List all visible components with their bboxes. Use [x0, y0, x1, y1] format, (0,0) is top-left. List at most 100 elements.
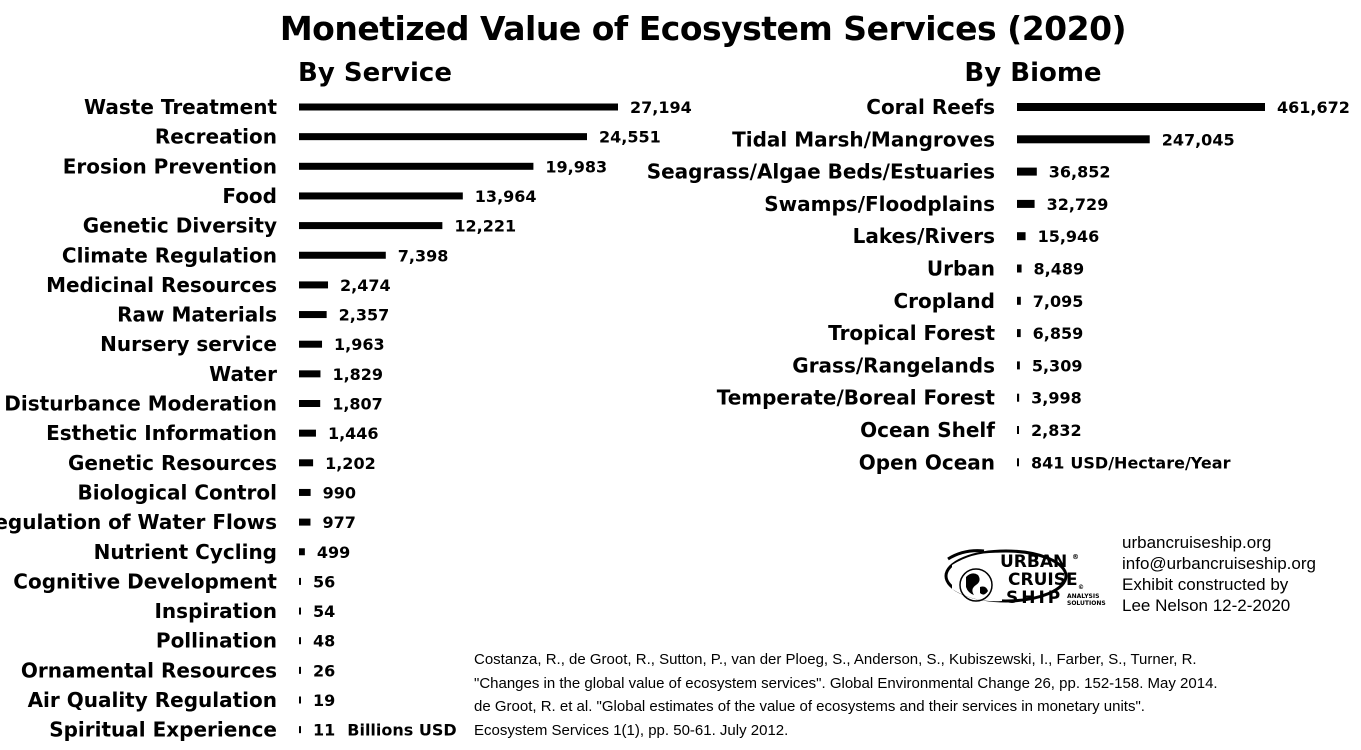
biome-value-label-swamps-floodplains: 32,729 [1047, 195, 1109, 214]
service-value-label-food: 13,964 [475, 187, 537, 206]
biome-bar-grass-rangelands [1017, 361, 1020, 370]
biome-bar-tropical-forest [1017, 329, 1021, 338]
service-bar-cognitive-development [299, 577, 301, 585]
biome-category-label-tidal-marsh-mangroves: Tidal Marsh/Mangroves [732, 127, 995, 151]
service-value-label-medicinal-resources: 2,474 [340, 276, 391, 295]
citation-line: "Changes in the global value of ecosyste… [474, 674, 1218, 692]
service-category-label-food: Food [222, 184, 277, 208]
biome-bar-cropland [1017, 296, 1021, 305]
service-bar-ornamental-resources [299, 666, 301, 674]
service-value-label-regulation-of-water-flows: 977 [322, 513, 355, 532]
citation-line: Costanza, R., de Groot, R., Sutton, P., … [474, 651, 1197, 668]
biome-value-label-temperate-boreal-forest: 3,998 [1031, 389, 1082, 408]
biome-value-label-urban: 8,489 [1034, 260, 1085, 279]
service-category-label-raw-materials: Raw Materials [117, 303, 277, 327]
logo-copyright: © [1078, 584, 1084, 591]
service-bar-raw-materials [299, 311, 327, 319]
service-category-label-air-quality-regulation: Air Quality Regulation [28, 688, 277, 712]
biome-category-label-tropical-forest: Tropical Forest [828, 321, 995, 345]
service-bar-inspiration [299, 607, 301, 615]
service-value-label-air-quality-regulation: 19 [313, 691, 335, 710]
service-category-label-recreation: Recreation [155, 125, 277, 149]
biome-bar-chart: Coral Reefs 461,672 Tidal Marsh/Mangroves 2… [647, 95, 1350, 474]
biome-bar-open-ocean [1017, 458, 1019, 467]
service-unit-label: Billions USD [347, 721, 456, 740]
logo-ring [944, 549, 1068, 603]
service-chart-subtitle: By Service [298, 58, 452, 88]
service-bar-pollination [299, 637, 301, 645]
service-bar-waste-treatment [299, 103, 618, 111]
service-category-label-regulation-of-water-flows: Regulation of Water Flows [0, 510, 277, 534]
biome-value-label-coral-reefs: 461,672 [1277, 98, 1350, 117]
service-value-label-nutrient-cycling: 499 [317, 543, 350, 562]
biome-chart-subtitle: By Biome [964, 58, 1102, 88]
biome-bar-lakes-rivers [1017, 232, 1026, 241]
service-value-label-erosion-prevention: 19,983 [545, 157, 607, 176]
service-bar-nutrient-cycling [299, 548, 305, 556]
service-bar-chart: Waste Treatment 27,194 Recreation 24,551 Ero… [0, 95, 692, 742]
service-value-label-biological-control: 990 [323, 483, 356, 502]
service-category-label-nutrient-cycling: Nutrient Cycling [94, 540, 277, 564]
biome-bar-seagrass-algae-beds-estuaries [1017, 167, 1037, 176]
biome-value-label-grass-rangelands: 5,309 [1032, 356, 1083, 375]
biome-category-label-swamps-floodplains: Swamps/Floodplains [764, 192, 995, 216]
biome-unit-label: USD/Hectare/Year [1070, 453, 1230, 472]
urban-cruise-ship-logo: URBAN ® CRUISE SHIP ANALYSIS SOLUTIONS © [944, 549, 1106, 608]
service-category-label-esthetic-information: Esthetic Information [46, 421, 277, 445]
service-value-label-recreation: 24,551 [599, 128, 661, 147]
biome-category-label-ocean-shelf: Ocean Shelf [860, 418, 995, 442]
service-value-label-inspiration: 54 [313, 602, 335, 621]
citations: Costanza, R., de Groot, R., Sutton, P., … [474, 648, 1218, 742]
service-category-label-erosion-prevention: Erosion Prevention [63, 154, 277, 178]
biome-value-label-tidal-marsh-mangroves: 247,045 [1162, 130, 1235, 149]
service-category-label-spiritual-experience: Spiritual Experience [49, 718, 277, 742]
service-value-label-nursery-service: 1,963 [334, 335, 385, 354]
biome-category-label-cropland: Cropland [893, 289, 995, 313]
service-category-label-genetic-resources: Genetic Resources [68, 451, 277, 475]
service-category-label-water: Water [209, 362, 277, 386]
service-bar-genetic-resources [299, 459, 314, 467]
biome-bar-coral-reefs [1017, 103, 1265, 111]
service-value-label-genetic-diversity: 12,221 [454, 217, 516, 236]
biome-value-label-ocean-shelf: 2,832 [1031, 421, 1082, 440]
service-bar-genetic-diversity [299, 222, 443, 230]
service-category-label-ornamental-resources: Ornamental Resources [21, 658, 277, 682]
service-category-label-biological-control: Biological Control [78, 480, 277, 504]
chart-title: Monetized Value of Ecosystem Services (2… [279, 9, 1127, 48]
service-bar-esthetic-information [299, 429, 316, 437]
service-value-label-ornamental-resources: 26 [313, 661, 335, 680]
service-value-label-climate-regulation: 7,398 [398, 246, 449, 265]
biome-value-label-lakes-rivers: 15,946 [1038, 227, 1100, 246]
logo-registered: ® [1072, 553, 1079, 561]
service-value-label-spiritual-experience: 11 [313, 721, 335, 740]
service-bar-water [299, 370, 321, 378]
globe-icon [959, 568, 993, 602]
contact-email[interactable]: info@urbancruiseship.org [1122, 554, 1316, 573]
logo-line-urban: URBAN [1000, 552, 1067, 572]
biome-bar-tidal-marsh-mangroves [1017, 135, 1150, 144]
biome-category-label-lakes-rivers: Lakes/Rivers [853, 224, 995, 248]
service-value-label-raw-materials: 2,357 [339, 306, 390, 325]
service-category-label-pollination: Pollination [156, 629, 277, 653]
service-value-label-esthetic-information: 1,446 [328, 424, 379, 443]
service-category-label-climate-regulation: Climate Regulation [62, 243, 277, 267]
service-category-label-cognitive-development: Cognitive Development [13, 569, 277, 593]
service-category-label-medicinal-resources: Medicinal Resources [46, 273, 277, 297]
website-url[interactable]: urbancruiseship.org [1122, 533, 1272, 552]
logo-tagline-analysis: ANALYSIS [1067, 593, 1099, 600]
service-bar-climate-regulation [299, 251, 386, 259]
citation-line: Ecosystem Services 1(1), pp. 50-61. July… [474, 721, 789, 739]
service-value-label-genetic-resources: 1,202 [325, 454, 376, 473]
website-credits: urbancruiseship.org info@urbancruiseship… [1122, 532, 1316, 616]
service-value-label-water: 1,829 [332, 365, 383, 384]
biome-value-label-seagrass-algae-beds-estuaries: 36,852 [1049, 163, 1111, 182]
service-value-label-cognitive-development: 56 [313, 572, 335, 591]
service-bar-spiritual-experience [299, 726, 301, 734]
service-value-label-disturbance-moderation: 1,807 [332, 395, 383, 414]
biome-value-label-cropland: 7,095 [1033, 292, 1084, 311]
service-bar-recreation [299, 133, 587, 141]
service-bar-air-quality-regulation [299, 696, 301, 704]
service-bar-medicinal-resources [299, 281, 329, 289]
logo-tagline-solutions: SOLUTIONS [1067, 600, 1106, 607]
biome-category-label-temperate-boreal-forest: Temperate/Boreal Forest [717, 386, 996, 410]
